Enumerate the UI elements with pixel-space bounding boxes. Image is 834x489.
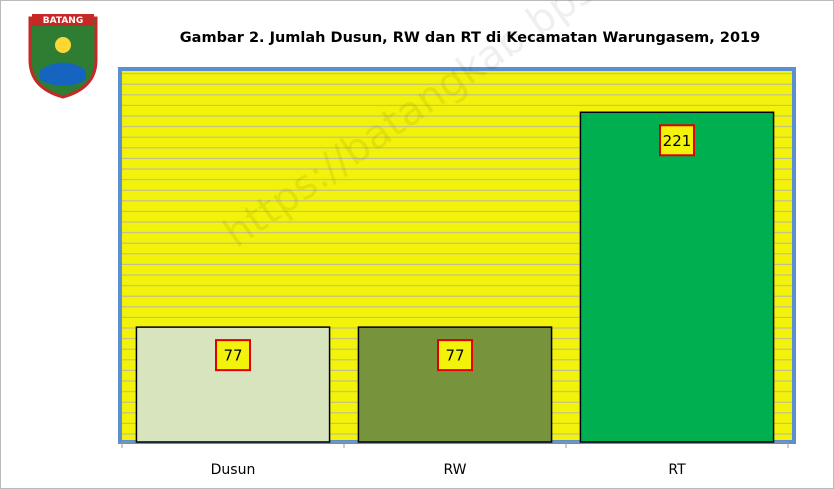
value-label: 77 bbox=[223, 347, 242, 365]
x-tick-label: RT bbox=[668, 462, 686, 478]
logo: BATANG bbox=[28, 14, 98, 99]
marks: Dusun 77 RW 77 RT 221 bbox=[121, 111, 789, 478]
logo-text: BATANG bbox=[43, 16, 83, 26]
bar bbox=[579, 111, 775, 443]
chart-title: Gambar 2. Jumlah Dusun, RW dan RT di Kec… bbox=[180, 30, 760, 46]
value-label-box bbox=[215, 339, 251, 372]
value-label: 77 bbox=[445, 347, 464, 365]
logo-sun bbox=[55, 37, 71, 53]
logo-banner bbox=[32, 14, 94, 26]
value-label-box bbox=[437, 339, 473, 372]
x-tick-label: RW bbox=[443, 462, 466, 478]
value-label: 221 bbox=[663, 132, 692, 150]
logo-water bbox=[40, 62, 86, 86]
value-label-box bbox=[659, 124, 695, 157]
x-tick-label: Dusun bbox=[211, 462, 256, 478]
